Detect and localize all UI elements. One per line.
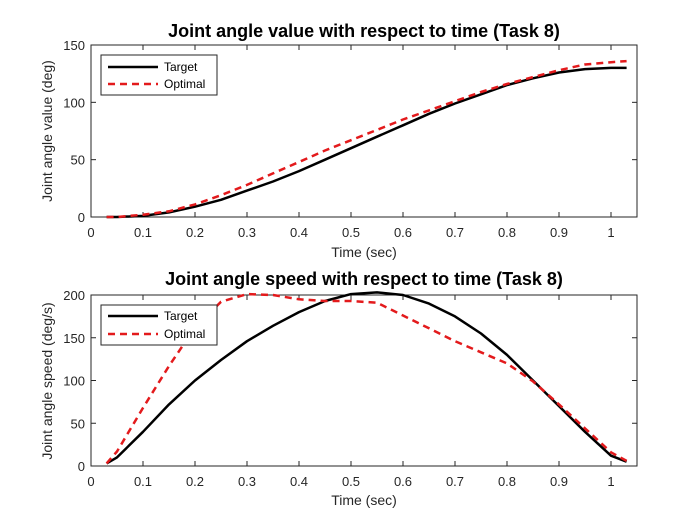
x-tick-label: 0.4 (290, 474, 308, 489)
series-line-target (106, 66, 627, 219)
angle-speed-ticks: 0 0.1 0.2 0.3 0.4 0.5 0.6 0.7 0.8 0.9 1 0 50 100 150 20… (63, 288, 637, 489)
angle-speed-legend: Target Optimal (100, 304, 218, 346)
y-tick-label: 0 (78, 459, 85, 474)
x-tick-label: 0.7 (446, 225, 464, 240)
angle-speed-series (105, 291, 628, 465)
x-tick-label: 0.2 (186, 225, 204, 240)
angle-value-series (106, 59, 627, 219)
angle-value-ylabel: Joint angle value (deg) (39, 60, 55, 202)
y-tick-label: 100 (63, 95, 85, 110)
x-tick-label: 0.3 (238, 474, 256, 489)
angle-value-ticks: 0 0.1 0.2 0.3 0.4 0.5 0.6 0.7 0.8 0.9 1 0 50 100 150 (63, 38, 637, 240)
legend-optimal-label: Optimal (164, 77, 205, 91)
x-tick-label: 0.1 (134, 225, 152, 240)
legend-optimal-label: Optimal (164, 327, 205, 341)
legend-box (100, 304, 218, 346)
series-line-optimal (106, 59, 627, 219)
x-tick-label: 0.8 (498, 225, 516, 240)
x-tick-label: 0.4 (290, 225, 308, 240)
x-tick-label: 0.3 (238, 225, 256, 240)
x-tick-label: 0.9 (550, 225, 568, 240)
y-tick-label: 50 (71, 416, 85, 431)
x-tick-label: 0.5 (342, 225, 360, 240)
angle-speed-ylabel: Joint angle speed (deg/s) (39, 302, 55, 459)
x-tick-label: 0.1 (134, 474, 152, 489)
legend-target-label: Target (164, 60, 198, 74)
x-tick-label: 0 (87, 474, 94, 489)
x-tick-label: 0.2 (186, 474, 204, 489)
y-tick-label: 150 (63, 331, 85, 346)
angle-speed-xlabel: Time (sec) (331, 492, 397, 508)
x-tick-label: 0 (87, 225, 94, 240)
x-tick-label: 1 (607, 225, 614, 240)
angle-speed-title: Joint angle speed with respect to time (… (165, 269, 563, 289)
angle-value-xlabel: Time (sec) (331, 244, 397, 260)
x-tick-label: 0.6 (394, 474, 412, 489)
legend-target-label: Target (164, 309, 198, 323)
x-tick-label: 0.5 (342, 474, 360, 489)
y-tick-label: 50 (71, 153, 85, 168)
angle-value-title: Joint angle value with respect to time (… (168, 21, 560, 41)
x-tick-label: 0.8 (498, 474, 516, 489)
y-tick-label: 100 (63, 374, 85, 389)
x-tick-label: 0.7 (446, 474, 464, 489)
angle-speed-axes: Joint angle speed with respect to time (… (39, 269, 638, 508)
angle-value-legend: Target Optimal (100, 54, 218, 96)
y-tick-label: 150 (63, 38, 85, 53)
x-tick-label: 0.6 (394, 225, 412, 240)
angle-value-axes: Joint angle value with respect to time (… (39, 21, 638, 260)
x-tick-label: 0.9 (550, 474, 568, 489)
legend-box (100, 54, 218, 96)
y-tick-label: 200 (63, 288, 85, 303)
x-tick-label: 1 (607, 474, 614, 489)
y-tick-label: 0 (78, 210, 85, 225)
series-line-target (105, 291, 628, 465)
